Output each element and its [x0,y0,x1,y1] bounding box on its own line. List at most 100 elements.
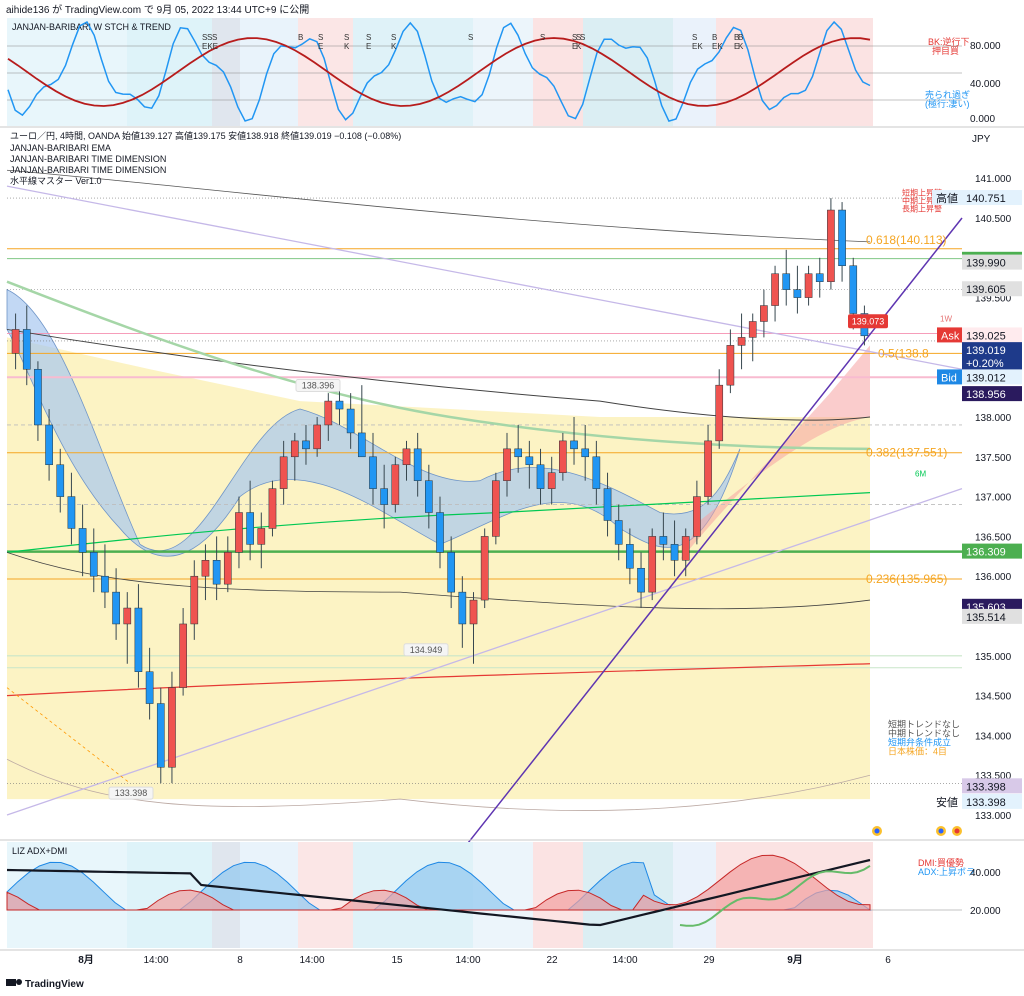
main-panel: 0.618(140.113) 0.5(138.8 0.382(137.551) 0.2… [6,130,1022,848]
badge-bid-label: Bid [937,369,962,385]
candle [357,385,366,458]
stoch-signal: S [576,33,581,42]
badge-low-label: 安値 [932,793,962,809]
candle-body-up [559,440,567,473]
candle-body-down [603,488,612,521]
svg-text:安値: 安値 [936,795,958,809]
stoch-signal: S [468,33,473,42]
candle [693,480,701,545]
candle-body-up [402,448,411,466]
svg-text:139.990: 139.990 [966,258,1006,270]
candle [413,432,422,497]
candle [469,592,478,664]
candle-body-up [201,560,210,577]
adx-panel: LIZ ADX+DMI DMI:買優勢 ADX:上昇ボラ 40.000 20.0… [6,842,1001,948]
price-tick: 136.500 [975,532,1012,543]
stoch-signal: B [712,33,717,42]
stoch-signal: B [298,33,303,42]
stoch-signal-sub: K [391,42,397,51]
badge-high-label: 高値 [932,190,962,206]
label-6m: 6M [915,470,926,479]
trend-note-bottom: 中期トレンドなし [888,727,960,738]
candle-body-down [458,591,467,625]
candle-body-down [346,408,355,434]
badge-low: 133.398 [962,793,1022,809]
candle-body-up [480,536,489,601]
price-tick: 139.500 [975,294,1012,305]
fib-label: 0.382(137.551) [866,446,947,460]
svg-text:高値: 高値 [936,191,958,205]
candle-body-up [492,480,500,537]
badge-136309: 136.309 [962,543,1022,559]
candle-body-down [78,528,87,553]
trend-note-bottom: 短期トレンドなし [888,718,960,729]
candle-body-down [793,289,802,298]
candle [514,424,523,473]
time-tick: 15 [391,955,403,966]
main-legend-1: ユーロ／円, 4時間, OANDA 始値139.127 高値139.175 安値… [10,130,401,141]
candle-body-down [56,464,65,497]
candle [290,432,299,481]
candle [123,592,132,664]
candle [112,568,120,640]
badge-139990: 139.990 [962,254,1022,270]
candle-body-up [313,424,321,450]
candle [391,456,400,513]
candle-body-up [748,321,757,338]
svg-text:139.073: 139.073 [852,316,885,326]
candle [45,409,53,481]
candle-body-down [134,607,143,672]
point-label: 133.398 [108,786,154,800]
candle [547,456,556,505]
candle [369,432,377,505]
stoch-signal-sub: E [572,42,577,51]
candle [134,584,143,688]
publish-line: aihide136 が TradingView.com で 9月 05, 202… [6,3,309,16]
stoch-signal: B [734,33,739,42]
price-tick: 135.000 [975,652,1012,663]
badge-ask: 139.025 [962,327,1022,343]
candle [726,329,735,394]
candle [815,257,824,298]
candle [737,313,746,370]
candle-body-down [614,520,623,545]
candle-body-down [101,575,109,593]
candle [324,393,333,441]
candle [279,440,288,505]
badge-135514: 135.514 [962,608,1022,624]
candle [659,512,668,561]
stoch-legend-blue-1: 売られ過ぎ [925,89,970,100]
stoch-signal-sub: EK [692,42,703,51]
main-legend-4: JANJAN-BARIBARI TIME DIMENSION [10,165,166,175]
candle-body-up [648,536,657,593]
tradingview-logo[interactable]: TradingView [6,979,84,990]
badge-bid: 139.012 [962,369,1022,385]
svg-text:134.949: 134.949 [410,645,443,655]
fib-label: 0.5(138.8 [878,346,929,360]
candle [715,369,724,449]
candle [313,417,321,457]
candle-body-up [223,552,232,585]
current-price-tag: 139.073 [848,314,888,329]
stoch-signal: S [572,33,577,42]
candle [570,417,578,465]
adx-title: LIZ ADX+DMI [12,846,67,856]
candle [56,448,65,513]
stoch-signal-sub: EKE [202,42,218,51]
candle-body-down [45,424,53,466]
svg-text:138.956: 138.956 [966,389,1006,401]
main-legend-2: JANJAN-BARIBARI EMA [10,143,111,153]
candle [156,687,165,784]
candle-body-up [726,345,735,386]
candle-body-up [827,209,835,282]
adx-tick-20: 20.000 [970,906,1001,917]
time-tick: 14:00 [612,955,637,966]
candle-body-up [324,400,333,426]
stoch-signal: S [207,33,212,42]
candle-body-up [168,687,176,768]
time-tick: 8 [237,955,243,966]
candle-body-down [581,448,590,458]
candle-body-down [637,567,645,593]
price-tick: 140.500 [975,214,1012,225]
candle [11,313,20,370]
